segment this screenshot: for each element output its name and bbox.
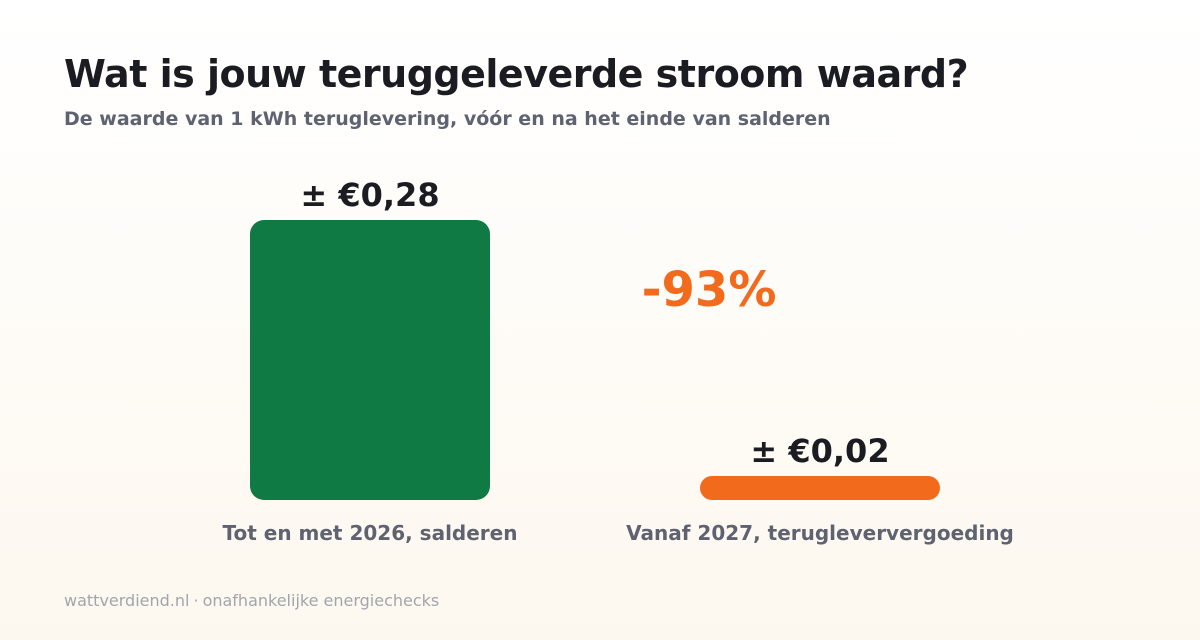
footer-tagline: onafhankelijke energiechecks (202, 591, 440, 610)
bar-value-label-2: ± €0,02 (750, 432, 889, 470)
category-label-2: Vanaf 2027, terugleververgoeding (626, 521, 1014, 545)
bar-value-label-1: ± €0,28 (300, 176, 439, 214)
bar-2 (700, 476, 940, 500)
page-subtitle: De waarde van 1 kWh teruglevering, vóór … (64, 108, 831, 130)
footer-separator: · (193, 591, 199, 610)
page-title: Wat is jouw teruggeleverde stroom waard? (64, 52, 969, 96)
footer: wattverdiend.nl · onafhankelijke energiech… (64, 591, 439, 610)
footer-site-link[interactable]: wattverdiend.nl (64, 591, 190, 610)
category-label-1: Tot en met 2026, salderen (223, 521, 518, 545)
bar-1 (250, 220, 490, 500)
change-percentage: -93% (642, 262, 777, 318)
